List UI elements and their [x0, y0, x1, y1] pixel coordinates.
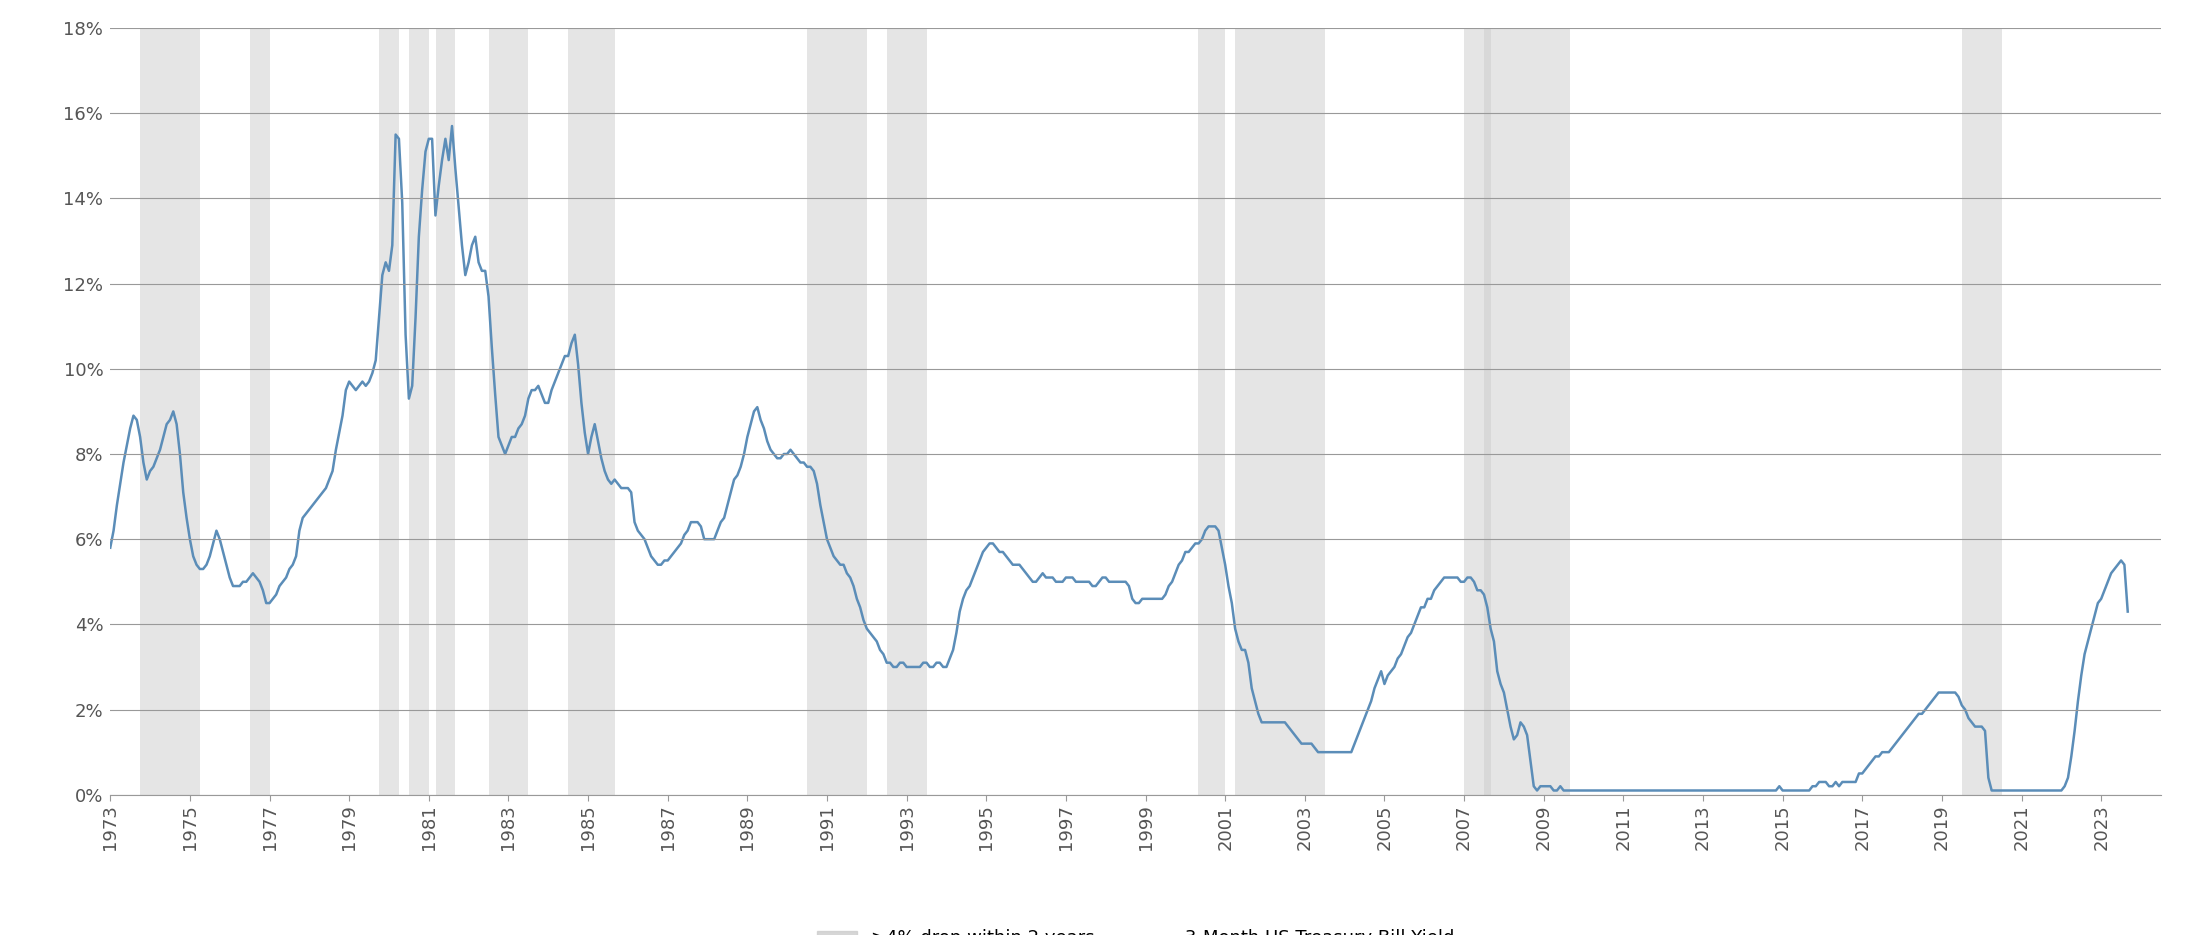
Bar: [886, 28, 926, 795]
Bar: [379, 28, 399, 795]
Bar: [490, 28, 529, 795]
Legend: >4% drop within 2 years, 3-Month US Treasury Bill Yield: >4% drop within 2 years, 3-Month US Trea…: [809, 922, 1462, 935]
Bar: [1235, 28, 1325, 795]
Bar: [807, 28, 867, 795]
Bar: [1200, 28, 1226, 795]
Bar: [249, 28, 269, 795]
Bar: [1484, 28, 1570, 795]
Bar: [1464, 28, 1491, 795]
Bar: [1962, 28, 2002, 795]
Bar: [569, 28, 615, 795]
Bar: [437, 28, 456, 795]
Bar: [141, 28, 201, 795]
Bar: [408, 28, 428, 795]
